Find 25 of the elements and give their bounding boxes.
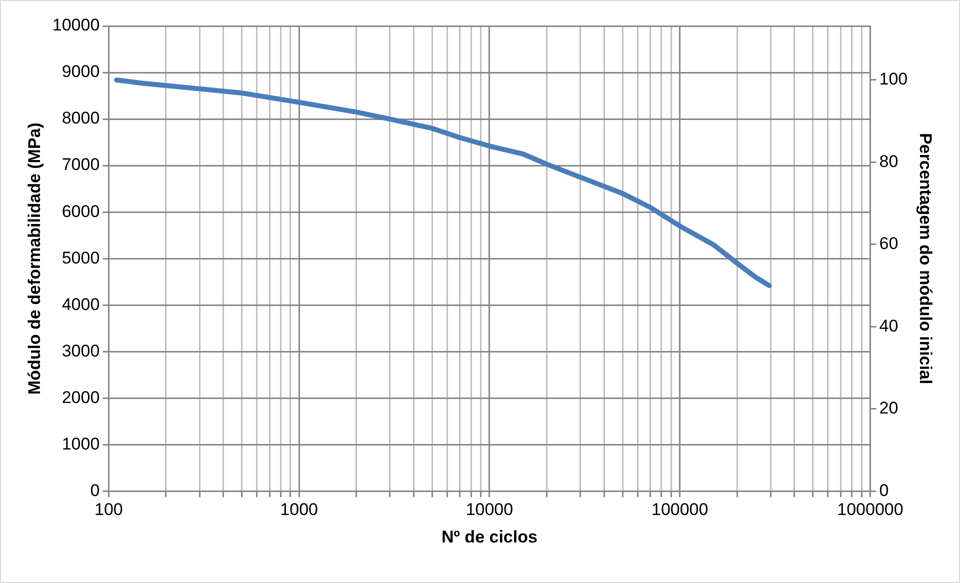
y-axis-title: Módulo de deformabilidade (MPa) bbox=[24, 122, 44, 395]
x-tick-label: 1000000 bbox=[837, 500, 904, 520]
y-tick-label: 10000 bbox=[52, 16, 100, 35]
y-tick-label: 8000 bbox=[62, 108, 100, 128]
y-tick-label: 5000 bbox=[62, 248, 100, 268]
y-tick-label: 1000 bbox=[62, 434, 100, 454]
y2-tick-label: 80 bbox=[879, 152, 898, 171]
y-tick-label: 0 bbox=[90, 480, 100, 500]
x-axis-title: Nº de ciclos bbox=[441, 527, 538, 546]
y2-tick-label: 60 bbox=[879, 234, 898, 254]
x-tick-label: 100 bbox=[94, 500, 123, 520]
x-tick-label: 100000 bbox=[651, 500, 708, 520]
y-tick-label: 7000 bbox=[62, 155, 100, 174]
y2-axis-title: Percentagem do módulo inicial bbox=[916, 132, 936, 384]
y2-tick-label: 40 bbox=[879, 316, 898, 336]
y-tick-label: 3000 bbox=[62, 341, 100, 360]
y2-tick-label: 0 bbox=[879, 480, 889, 500]
y2-tick-label: 20 bbox=[879, 398, 898, 418]
y-tick-label: 2000 bbox=[62, 388, 100, 407]
y-tick-label: 4000 bbox=[62, 294, 100, 314]
x-tick-label: 10000 bbox=[466, 500, 514, 520]
y-tick-label: 6000 bbox=[62, 202, 100, 221]
x-tick-label: 1000 bbox=[280, 500, 318, 520]
y2-tick-label: 100 bbox=[879, 70, 908, 89]
y-tick-label: 9000 bbox=[62, 62, 100, 82]
